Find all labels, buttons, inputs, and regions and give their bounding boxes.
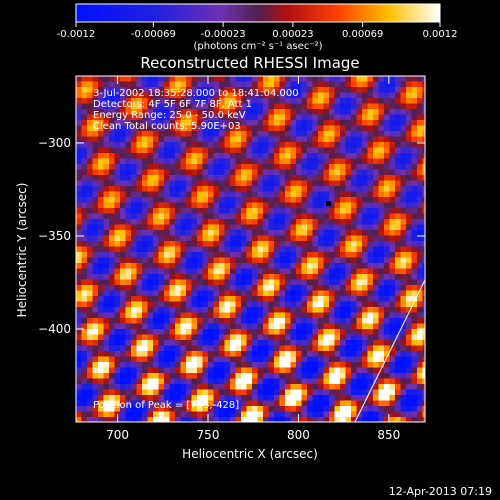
colorbar	[75, 3, 441, 23]
colorbar-tick-label: -0.00069	[131, 29, 176, 40]
annotation-energy: Energy Range: 25.0 - 50.0 keV	[93, 110, 246, 121]
y-tick-label: −350	[38, 229, 71, 243]
colorbar-tick-label: 0.0012	[423, 29, 458, 40]
colorbar-tick-label: -0.0012	[57, 29, 96, 40]
limb-line-1	[354, 279, 425, 422]
plot-frame	[75, 75, 426, 423]
x-tick-label: 750	[197, 428, 220, 442]
annotation-detectors: Detectors: 4F 5F 6F 7F 8F, Att 1	[93, 99, 252, 110]
colorbar-tick-label: 0.00069	[342, 29, 383, 40]
colorbar-tick-label: -0.00023	[201, 29, 246, 40]
annotation-clean: Clean Total counts: 5.90E+03	[93, 121, 241, 132]
y-axis-label: Heliocentric Y (arcsec)	[15, 183, 29, 318]
colorbar-tick-label: 0.00023	[272, 29, 313, 40]
annotation-peak: Position of Peak = [793,-428]	[93, 400, 239, 411]
x-tick-label: 700	[106, 428, 129, 442]
timestamp-footer: 12-Apr-2013 07:19	[388, 485, 492, 498]
annotation-time: 3-Jul-2002 18:35:28.000 to 18:41:04.000	[93, 88, 299, 99]
x-tick-label: 800	[287, 428, 310, 442]
x-tick-label: 850	[377, 428, 400, 442]
colorbar-label: (photons cm⁻² s⁻¹ asec⁻²)	[193, 41, 322, 52]
x-axis-label: Heliocentric X (arcsec)	[182, 447, 318, 461]
peak-marker	[326, 201, 331, 206]
chart-title: Reconstructed RHESSI Image	[140, 54, 359, 72]
y-tick-label: −300	[38, 136, 71, 150]
y-tick-label: −400	[38, 322, 71, 336]
heatmap-image	[76, 76, 425, 422]
